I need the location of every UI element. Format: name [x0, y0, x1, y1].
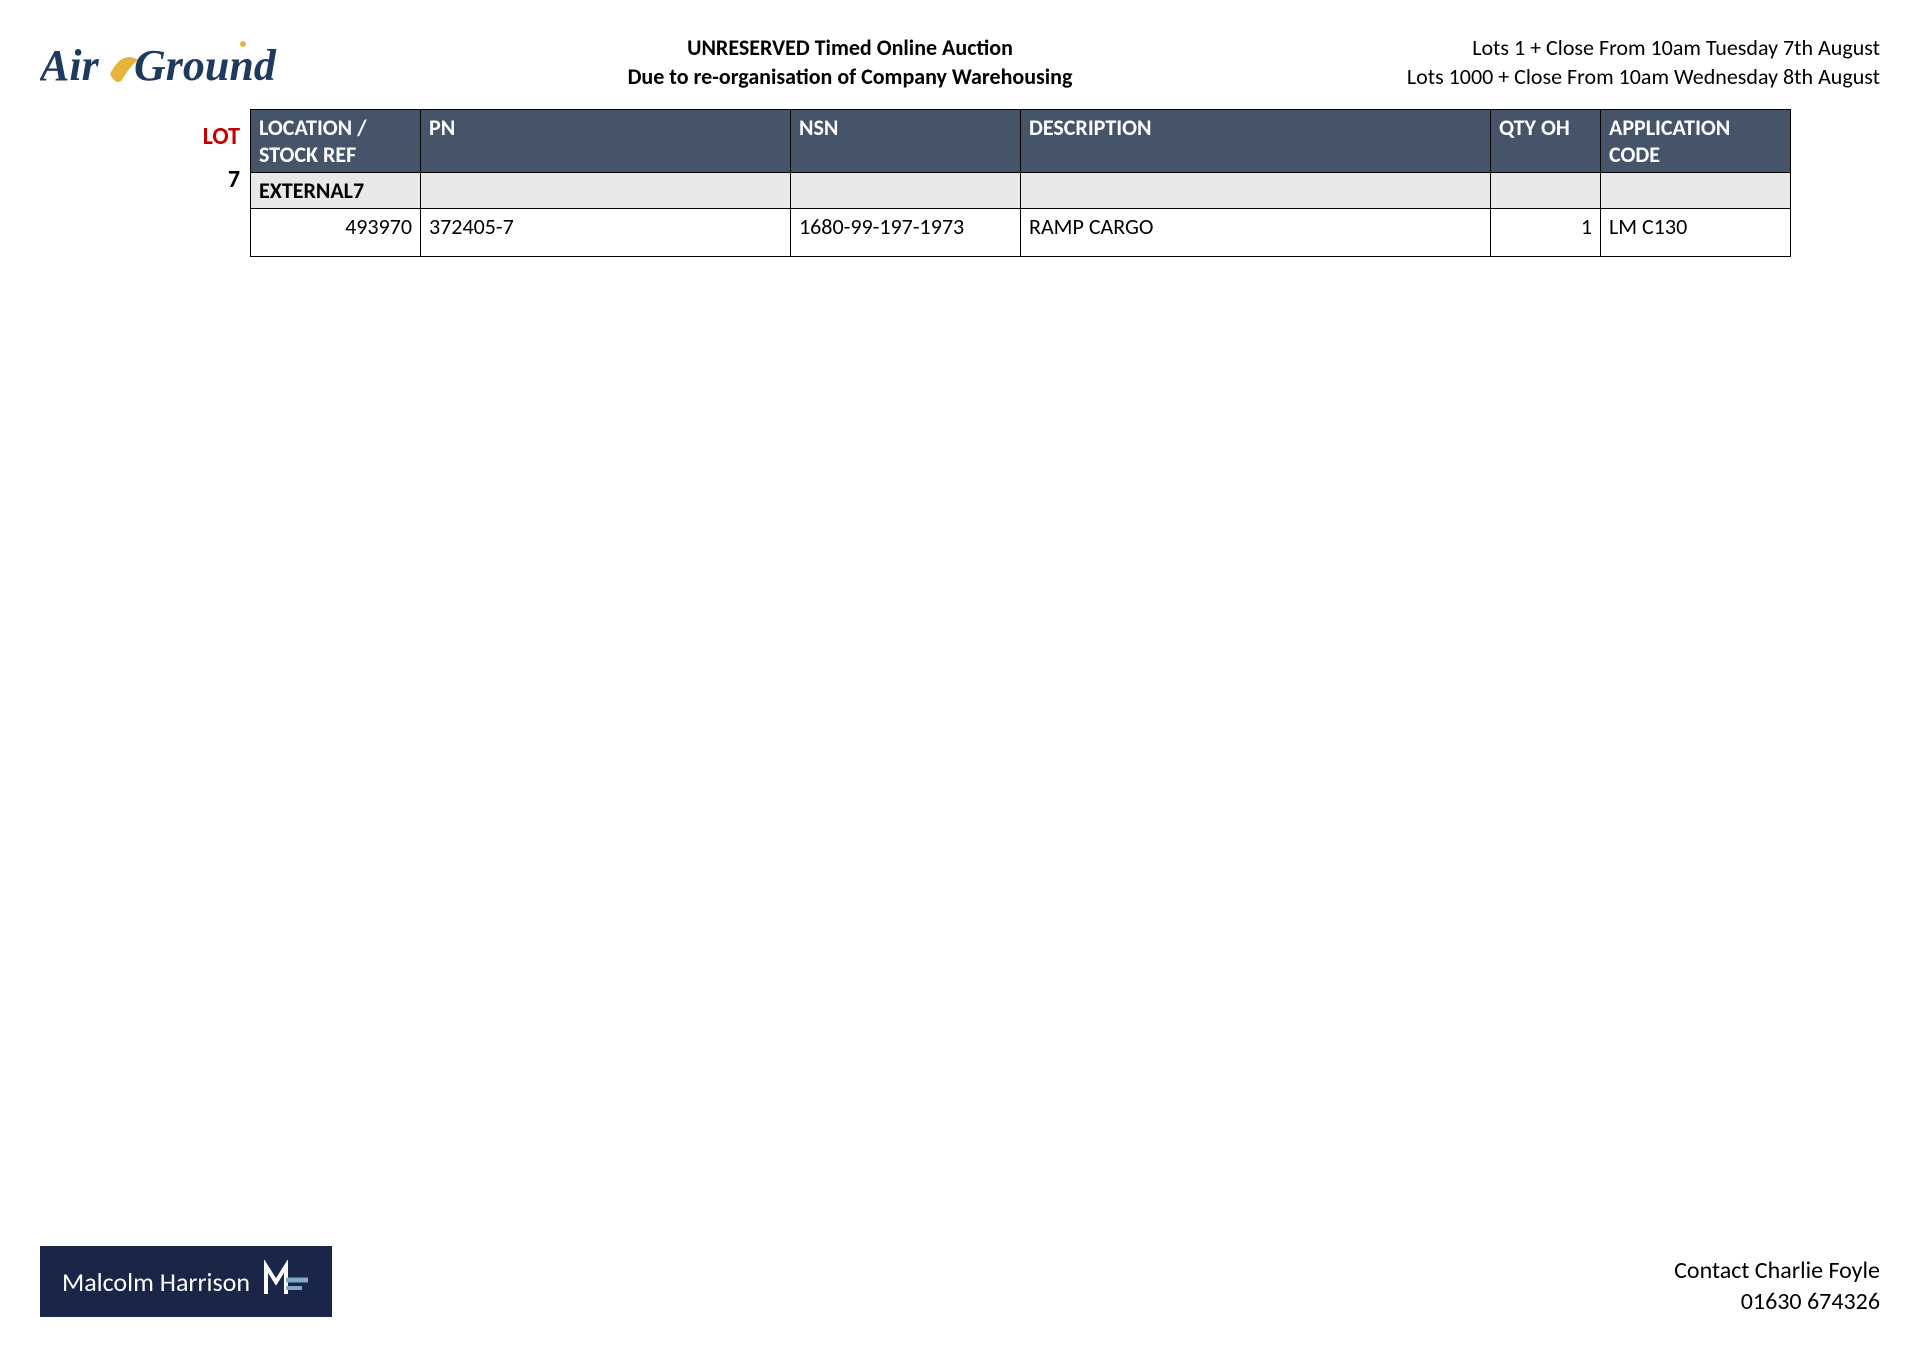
mh-monogram-icon: [264, 1260, 310, 1303]
col-application: APPLICATION CODE: [1601, 110, 1791, 173]
contact-phone: 01630 674326: [1674, 1286, 1880, 1317]
close-line2: Lots 1000 + Close From 10am Wednesday 8t…: [1360, 63, 1880, 92]
col-description: DESCRIPTION: [1021, 110, 1491, 173]
inventory-table: LOCATION / STOCK REF PN NSN DESCRIPTION …: [250, 109, 1791, 257]
col-qty: QTY OH: [1491, 110, 1601, 173]
cell-qty: 1: [1491, 209, 1601, 257]
contact-block: Contact Charlie Foyle 01630 674326: [1674, 1255, 1880, 1317]
auction-title: UNRESERVED Timed Online Auction Due to r…: [340, 30, 1360, 91]
air-ground-logo: Air Ground: [40, 30, 340, 101]
col-nsn: NSN: [791, 110, 1021, 173]
cell-pn: 372405-7: [421, 209, 791, 257]
subhead-qty: [1491, 173, 1601, 209]
subhead-nsn: [791, 173, 1021, 209]
title-line1: UNRESERVED Timed Online Auction: [340, 34, 1360, 63]
main-content: LOT 7 LOCATION / STOCK REF PN NSN DESCRI…: [40, 109, 1880, 257]
subhead-application: [1601, 173, 1791, 209]
close-times: Lots 1 + Close From 10am Tuesday 7th Aug…: [1360, 30, 1880, 91]
page-footer: Malcolm Harrison Contact Charlie Foyle 0…: [40, 1246, 1880, 1317]
logo-text-air: Air: [40, 41, 100, 90]
cell-location: 493970: [251, 209, 421, 257]
table-subheader-row: EXTERNAL7: [251, 173, 1791, 209]
lot-label: LOT: [160, 109, 240, 165]
col-pn: PN: [421, 110, 791, 173]
cell-nsn: 1680-99-197-1973: [791, 209, 1021, 257]
malcolm-harrison-logo: Malcolm Harrison: [40, 1246, 332, 1317]
subhead-description: [1021, 173, 1491, 209]
cell-description: RAMP CARGO: [1021, 209, 1491, 257]
lot-column: LOT 7: [160, 109, 250, 195]
col-location: LOCATION / STOCK REF: [251, 110, 421, 173]
mh-text: Malcolm Harrison: [62, 1266, 250, 1298]
table-row: 493970 372405-7 1680-99-197-1973 RAMP CA…: [251, 209, 1791, 257]
title-line2: Due to re-organisation of Company Wareho…: [340, 63, 1360, 92]
table-header-row: LOCATION / STOCK REF PN NSN DESCRIPTION …: [251, 110, 1791, 173]
close-line1: Lots 1 + Close From 10am Tuesday 7th Aug…: [1360, 34, 1880, 63]
subhead-location: EXTERNAL7: [251, 173, 421, 209]
subhead-pn: [421, 173, 791, 209]
page-header: Air Ground UNRESERVED Timed Online Aucti…: [40, 30, 1880, 101]
logo-text-ground: Ground: [134, 41, 277, 90]
cell-application: LM C130: [1601, 209, 1791, 257]
lot-number: 7: [160, 165, 240, 195]
contact-name: Contact Charlie Foyle: [1674, 1255, 1880, 1286]
